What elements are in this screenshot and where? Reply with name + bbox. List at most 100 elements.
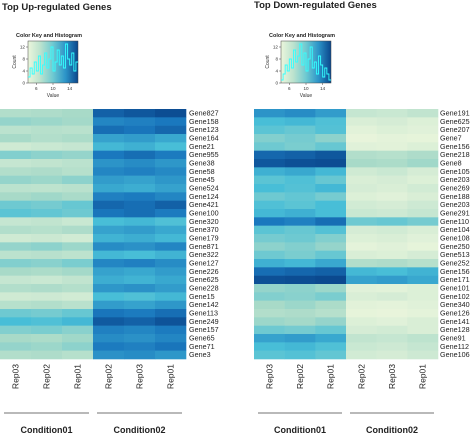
heatmap-cell: [254, 350, 285, 360]
heatmap-cell: [62, 234, 94, 243]
key-ytick-label: 8: [22, 57, 25, 62]
heatmap-cell: [346, 275, 377, 285]
row-label: Gene123: [189, 125, 219, 134]
heatmap-cell: [284, 300, 316, 310]
row-label: Gene157: [189, 325, 219, 334]
heatmap-cell: [346, 300, 377, 310]
heatmap-cell: [62, 109, 94, 118]
heatmap-cell: [376, 309, 408, 318]
heatmap-cell: [284, 267, 316, 276]
heatmap-cell: [31, 150, 63, 160]
heatmap-cell: [155, 250, 187, 260]
heatmap-cell: [284, 317, 316, 326]
heatmap-cell: [124, 284, 156, 293]
heatmap-cell: [376, 342, 408, 351]
row-label: Gene955: [189, 150, 219, 159]
row-label: Gene269: [440, 184, 470, 193]
heatmap-cell: [407, 225, 439, 235]
heatmap-cell: [346, 175, 377, 185]
heatmap-cell: [0, 109, 32, 118]
row-label: Gene228: [189, 284, 219, 293]
row-label: Gene156: [440, 142, 470, 151]
heatmap-cell: [284, 259, 316, 268]
heatmap-cell: [346, 200, 377, 210]
heatmap-cell: [155, 317, 187, 326]
heatmap-cell: [124, 159, 156, 168]
heatmap-cell: [315, 234, 347, 243]
heatmap-cell: [376, 117, 408, 126]
row-label: Gene156: [440, 267, 470, 276]
column-label: Rep03: [135, 364, 145, 389]
heatmap-cell: [407, 342, 439, 351]
heatmap-cell: [254, 217, 285, 226]
heatmap-cell: [124, 209, 156, 218]
heatmap-cell: [62, 350, 94, 360]
heatmap-cell: [407, 167, 439, 176]
heatmap-cell: [346, 325, 377, 335]
row-label: Gene625: [440, 117, 470, 126]
heatmap-cell: [0, 284, 32, 293]
heatmap-cell: [284, 134, 316, 143]
heatmap-cell: [93, 142, 125, 151]
heatmap-cell: [407, 234, 439, 243]
key-ylabel: Count: [12, 55, 18, 69]
heatmap-cell: [124, 142, 156, 151]
heatmap-cell: [346, 125, 377, 135]
heatmap-cell: [62, 142, 94, 151]
column-label: Rep02: [356, 364, 366, 389]
heatmap-cell: [315, 159, 347, 168]
heatmap-cell: [124, 350, 156, 360]
heatmap-cell: [346, 117, 377, 126]
heatmap-cell: [93, 267, 125, 276]
heatmap-cell: [62, 175, 94, 185]
heatmap-cell: [155, 284, 187, 293]
row-label: Gene513: [440, 250, 470, 259]
heatmap-cell: [407, 200, 439, 210]
heatmap-cell: [93, 117, 125, 126]
heatmap-cell: [31, 217, 63, 226]
heatmap-cell: [31, 159, 63, 168]
heatmap-cell: [31, 259, 63, 268]
column-label: Rep01: [326, 364, 336, 389]
heatmap-cell: [124, 225, 156, 235]
heatmap-cell: [93, 234, 125, 243]
heatmap-cell: [284, 234, 316, 243]
row-label: Gene218: [440, 150, 470, 159]
heatmap-cell: [407, 217, 439, 226]
heatmap-cell: [346, 225, 377, 235]
heatmap-cell: [124, 125, 156, 135]
heatmap-cell: [155, 259, 187, 268]
heatmap-cell: [0, 242, 32, 251]
heatmap-cell: [93, 150, 125, 160]
heatmap-cell: [155, 125, 187, 135]
heatmap-cell: [284, 192, 316, 201]
heatmap-cell: [31, 175, 63, 185]
row-label: Gene320: [189, 217, 219, 226]
column-label: Rep03: [11, 364, 21, 389]
heatmap-cell: [31, 167, 63, 176]
heatmap-cell: [31, 234, 63, 243]
heatmap-cell: [346, 259, 377, 268]
row-label: Gene370: [189, 225, 219, 234]
row-label: Gene108: [440, 234, 470, 243]
heatmap-cell: [315, 309, 347, 318]
heatmap-cell: [93, 175, 125, 185]
row-label: Gene100: [189, 209, 219, 218]
row-label: Gene203: [440, 200, 470, 209]
heatmap-cell: [0, 159, 32, 168]
heatmap-cell: [284, 292, 316, 301]
heatmap-cell: [346, 350, 377, 360]
row-label: Gene65: [189, 334, 215, 343]
heatmap-cell: [31, 200, 63, 210]
heatmap-cell: [31, 267, 63, 276]
heatmap-cell: [0, 259, 32, 268]
key-ytick-label: 8: [275, 57, 278, 62]
heatmap-cell: [93, 225, 125, 235]
heatmap-cell: [62, 117, 94, 126]
heatmap-cell: [254, 167, 285, 176]
heatmap-cell: [254, 259, 285, 268]
heatmap-cell: [376, 325, 408, 335]
heatmap-cell: [315, 259, 347, 268]
heatmap-cell: [407, 250, 439, 260]
heatmap-cell: [376, 217, 408, 226]
